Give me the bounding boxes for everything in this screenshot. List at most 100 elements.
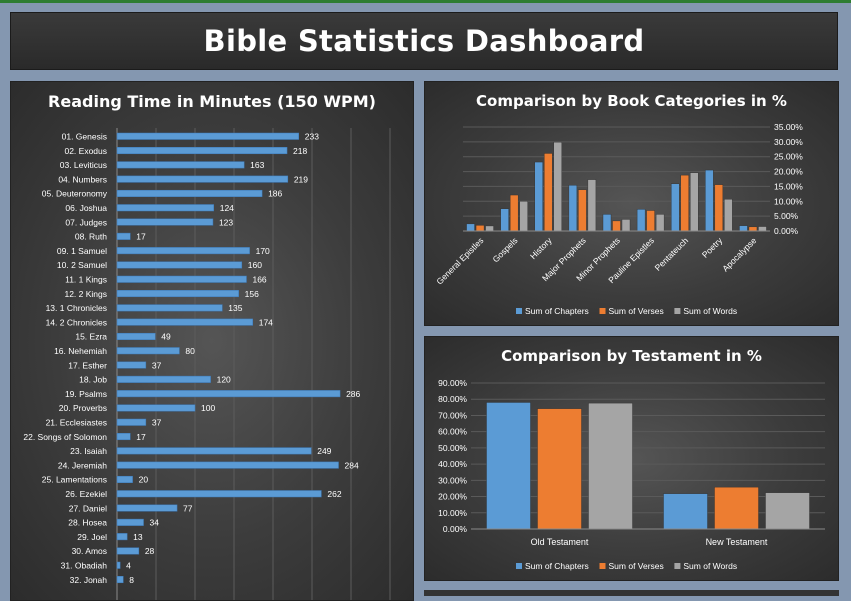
bar-17: [116, 361, 147, 369]
data-label: 4: [126, 561, 131, 571]
category-comparison-panel: Comparison by Book Categories in % 0.00%…: [424, 81, 839, 326]
reading-time-chart: 01. Genesis 233 02. Exodus 218 03. Leviticus…: [23, 128, 391, 600]
bar-sum-of-chapters: [534, 161, 543, 232]
category-label: 11. 1 Kings: [65, 275, 107, 285]
data-label: 166: [252, 275, 266, 285]
legend-entry: Sum of Chapters: [525, 561, 589, 571]
bar-30: [116, 547, 140, 555]
bar-25: [116, 475, 133, 483]
y-tick-label: 40.00%: [438, 459, 467, 469]
data-label: 174: [259, 317, 273, 327]
y-tick-label: 80.00%: [438, 394, 467, 404]
data-label: 100: [201, 403, 215, 413]
category-label: 25. Lamentations: [42, 475, 107, 485]
bar-24: [116, 461, 339, 469]
bar-1: [116, 132, 299, 140]
bar-13: [116, 304, 223, 312]
category-label: 06. Joshua: [65, 203, 107, 213]
category-label: 16. Nehemiah: [54, 346, 107, 356]
bar-8: [116, 232, 131, 240]
legend-swatch: [516, 308, 522, 314]
y-tick-label: 10.00%: [438, 508, 467, 518]
y-tick-label: 50.00%: [438, 443, 467, 453]
reading-time-panel: Reading Time in Minutes (150 WPM) 01. Ge…: [10, 81, 414, 601]
bar-11: [116, 275, 247, 283]
bar-12: [116, 290, 239, 298]
bar-sum-of-words: [588, 402, 633, 530]
data-label: 20: [139, 475, 149, 485]
category-label: 18. Job: [79, 375, 107, 385]
category-label: 28. Hosea: [68, 518, 107, 528]
next-panel-edge: [424, 590, 839, 596]
data-label: 49: [161, 332, 171, 342]
category-label: 03. Leviticus: [60, 160, 107, 170]
bar-sum-of-chapters: [663, 493, 708, 530]
data-label: 286: [346, 389, 360, 399]
bar-sum-of-verses: [544, 153, 553, 232]
bar-sum-of-words: [690, 172, 699, 232]
data-label: 8: [129, 575, 134, 585]
bar-sum-of-verses: [646, 210, 655, 232]
bar-sum-of-verses: [537, 408, 582, 530]
category-label: 05. Deuteronomy: [42, 189, 108, 199]
bar-sum-of-chapters: [466, 223, 475, 232]
bar-18: [116, 375, 211, 383]
legend-entry: Sum of Chapters: [525, 306, 589, 316]
category-label: 01. Genesis: [62, 132, 107, 142]
data-label: 34: [150, 518, 160, 528]
y-tick-label: 20.00%: [774, 167, 803, 177]
data-label: 80: [185, 346, 195, 356]
bar-5: [116, 189, 263, 197]
data-label: 37: [152, 418, 162, 428]
bar-sum-of-chapters: [636, 209, 646, 232]
bar-29: [116, 533, 128, 541]
data-label: 17: [136, 232, 146, 242]
data-label: 77: [183, 503, 193, 513]
y-tick-label: 0.00%: [774, 226, 799, 236]
bar-sum-of-chapters: [500, 208, 509, 232]
bar-31: [116, 561, 121, 569]
y-tick-label: 5.00%: [774, 211, 799, 221]
category-comparison-chart: 0.00% 5.00% 10.00% 15.00% 20.00% 25.00% 30.00%…: [434, 122, 803, 316]
bar-7: [116, 218, 214, 226]
data-label: 13: [133, 532, 143, 542]
bar-27: [116, 504, 178, 512]
bar-sum-of-chapters: [568, 185, 578, 232]
y-tick-label: 30.00%: [438, 475, 467, 485]
y-tick-label: 90.00%: [438, 378, 467, 388]
category-label: 08. Ruth: [75, 232, 107, 242]
y-tick-label: 10.00%: [774, 196, 803, 206]
category-label: 10. 2 Samuel: [57, 260, 107, 270]
y-tick-label: 20.00%: [438, 492, 467, 502]
category-label: 26. Ezekiel: [65, 489, 107, 499]
category-label: 19. Psalms: [65, 389, 107, 399]
category-label: Gospels: [490, 235, 519, 264]
bar-sum-of-verses: [714, 486, 759, 530]
bar-3: [116, 161, 245, 169]
bar-sum-of-verses: [748, 226, 758, 232]
data-label: 218: [293, 146, 307, 156]
bar-22: [116, 433, 131, 441]
legend-swatch: [599, 308, 606, 314]
testament-comparison-title: Comparison by Testament in %: [501, 347, 762, 365]
category-label: New Testament: [706, 537, 768, 547]
bar-sum-of-verses: [509, 194, 519, 232]
category-label: 24. Jeremiah: [58, 460, 107, 470]
y-tick-label: 15.00%: [774, 181, 803, 191]
category-label: 04. Numbers: [58, 174, 107, 184]
bar-2: [116, 147, 288, 155]
legend-entry: Sum of Verses: [609, 306, 664, 316]
legend-entry: Sum of Words: [683, 561, 737, 571]
bar-sum-of-words: [621, 219, 631, 232]
category-label: Old Testament: [531, 537, 589, 547]
data-label: 170: [256, 246, 270, 256]
window-top-border: [0, 0, 851, 3]
data-label: 219: [294, 174, 308, 184]
bar-20: [116, 404, 196, 412]
dashboard-header: Bible Statistics Dashboard: [10, 12, 838, 70]
bar-9: [116, 247, 250, 255]
legend-entry: Sum of Words: [683, 306, 737, 316]
data-label: 28: [145, 546, 155, 556]
bar-sum-of-verses: [714, 184, 724, 232]
category-label: 14. 2 Chronicles: [46, 317, 107, 327]
